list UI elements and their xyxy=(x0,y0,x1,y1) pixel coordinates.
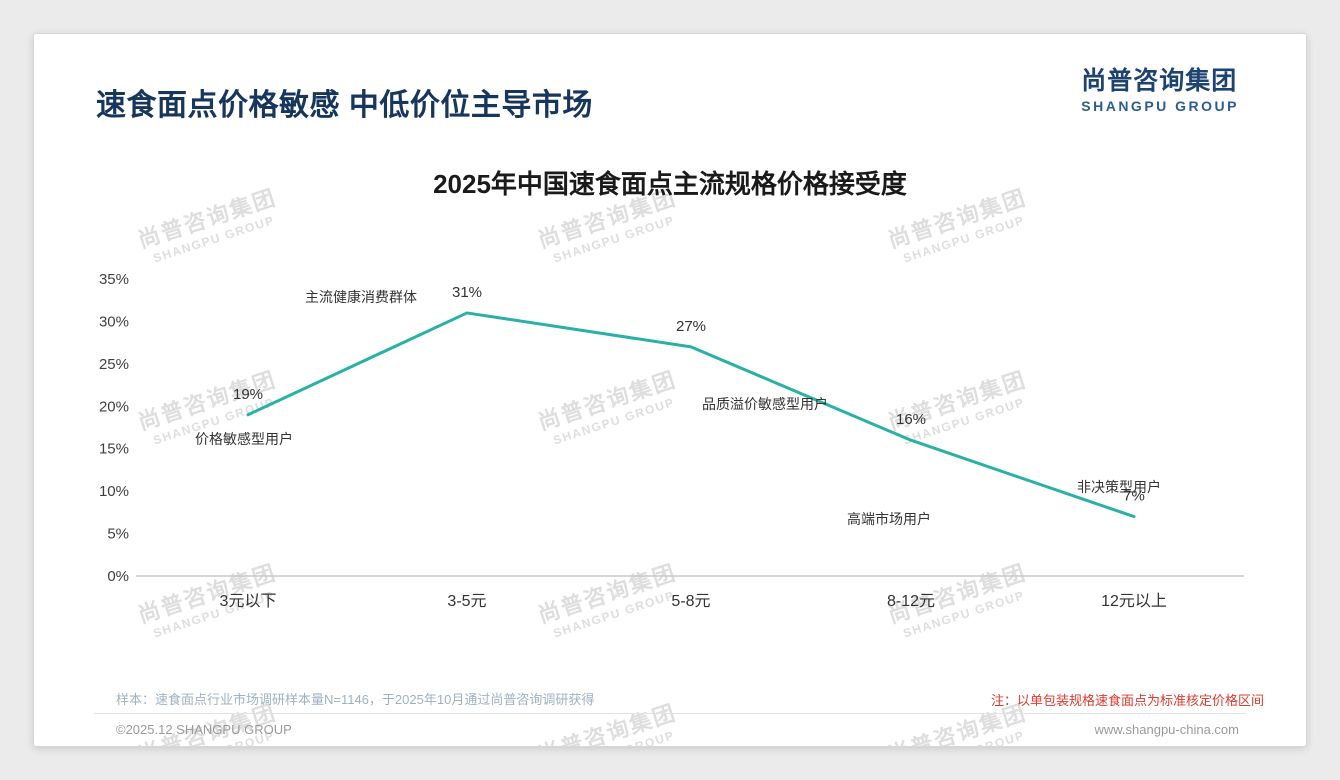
annotation: 主流健康消费群体 xyxy=(305,289,417,305)
data-label: 27% xyxy=(676,318,706,335)
data-label: 31% xyxy=(452,284,482,301)
y-axis-tick: 35% xyxy=(99,271,129,288)
y-axis-tick: 10% xyxy=(99,483,129,500)
x-axis-tick: 8-12元 xyxy=(887,593,935,610)
x-axis-tick: 5-8元 xyxy=(671,593,710,610)
y-axis-tick: 25% xyxy=(99,356,129,373)
logo-en-text: SHANGPU GROUP xyxy=(1081,98,1239,114)
sample-note: 样本：速食面点行业市场调研样本量N=1146，于2025年10月通过尚普咨询调研… xyxy=(116,689,594,708)
y-axis-tick: 30% xyxy=(99,313,129,330)
y-axis-tick: 5% xyxy=(107,526,129,543)
annotation: 非决策型用户 xyxy=(1077,479,1161,495)
x-axis-tick: 12元以上 xyxy=(1101,592,1167,610)
y-axis-tick: 15% xyxy=(99,441,129,458)
slide-card: 尚普咨询集团SHANGPU GROUP尚普咨询集团SHANGPU GROUP尚普… xyxy=(33,33,1307,747)
x-axis-tick: 3-5元 xyxy=(447,593,486,610)
line-series xyxy=(248,313,1134,517)
data-label: 16% xyxy=(896,411,926,428)
page-title: 速食面点价格敏感 中低价位主导市场 xyxy=(96,80,593,124)
copyright-text: ©2025.12 SHANGPU GROUP xyxy=(116,722,292,737)
annotation: 品质溢价敏感型用户 xyxy=(702,396,828,412)
data-label: 19% xyxy=(233,386,263,403)
x-axis-tick: 3元以下 xyxy=(220,593,277,610)
y-axis-tick: 0% xyxy=(107,568,129,585)
logo: 尚普咨询集团 SHANGPU GROUP xyxy=(1081,61,1239,114)
website-text: www.shangpu-china.com xyxy=(1094,722,1239,737)
line-chart: 0%5%10%15%20%25%30%35%19%31%27%16%7%3元以下… xyxy=(34,254,1308,634)
annotation: 高端市场用户 xyxy=(847,511,931,527)
y-axis-tick: 20% xyxy=(99,398,129,415)
footer-divider xyxy=(94,713,1246,714)
annotation: 价格敏感型用户 xyxy=(195,431,293,447)
price-note: 注：以单包装规格速食面点为标准核定价格区间 xyxy=(991,690,1264,709)
chart-title: 2025年中国速食面点主流规格价格接受度 xyxy=(34,164,1306,201)
logo-cn-text: 尚普咨询集团 xyxy=(1081,61,1239,97)
